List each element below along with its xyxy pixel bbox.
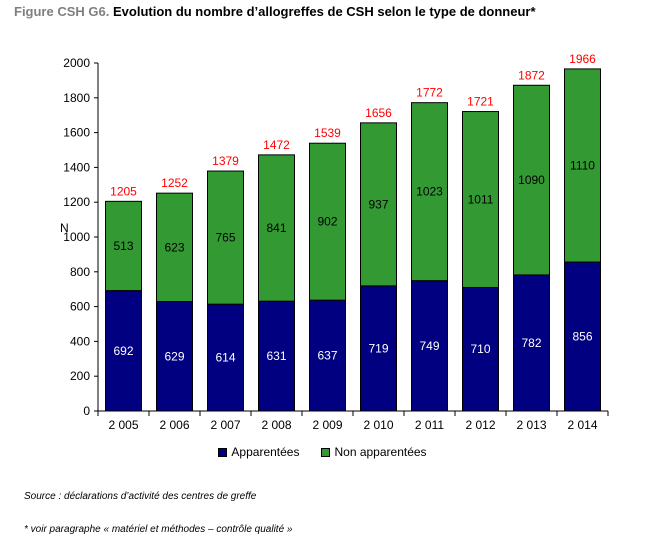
- legend: Apparentées Non apparentées: [0, 445, 645, 459]
- bar-non-apparentees: [156, 192, 193, 303]
- y-axis-label: N: [60, 221, 69, 235]
- x-tick-label: 2 009: [312, 418, 342, 432]
- y-tick-label: 2000: [63, 56, 90, 70]
- data-label-non-apparentees: 841: [266, 221, 286, 235]
- total-label: 1379: [212, 154, 239, 168]
- source-note: Source : déclarations d’activité des cen…: [24, 491, 257, 502]
- total-label: 1721: [467, 95, 494, 109]
- data-label-non-apparentees: 623: [164, 240, 184, 254]
- total-label: 1656: [365, 106, 392, 120]
- data-label-apparentees: 856: [572, 330, 592, 344]
- bar-non-apparentees: [564, 68, 601, 263]
- data-label-apparentees: 710: [470, 342, 490, 356]
- bar-non-apparentees: [360, 122, 397, 287]
- total-label: 1872: [518, 68, 545, 82]
- bar-apparentees: [360, 285, 397, 412]
- data-label-non-apparentees: 902: [317, 215, 337, 229]
- total-label: 1539: [314, 126, 341, 140]
- x-tick-label: 2 005: [108, 418, 138, 432]
- data-label-apparentees: 637: [317, 349, 337, 363]
- total-label: 1966: [569, 52, 596, 66]
- data-label-apparentees: 692: [113, 344, 133, 358]
- total-label: 1772: [416, 86, 443, 100]
- legend-label-apparentees: Apparentées: [231, 445, 300, 459]
- y-tick-label: 0: [83, 404, 90, 418]
- stacked-bar-chart: 0 200 400 600 800 1000 1200 1400 1600 1800 2000 N 69…: [60, 52, 609, 432]
- bar-non-apparentees: [207, 170, 244, 305]
- bar-non-apparentees: [258, 154, 295, 302]
- bar-apparentees: [156, 301, 193, 412]
- legend-swatch-non-apparentees: [321, 447, 331, 457]
- y-tick-label: 600: [70, 300, 90, 314]
- bar-apparentees: [411, 280, 448, 412]
- y-tick-label: 400: [70, 334, 90, 348]
- bar-non-apparentees: [309, 142, 346, 301]
- footnote: * voir paragraphe « matériel et méthodes…: [24, 524, 293, 535]
- x-tick-label: 2 011: [415, 418, 444, 432]
- data-label-apparentees: 719: [368, 341, 388, 355]
- bar-non-apparentees: [105, 200, 142, 292]
- bar-non-apparentees: [513, 84, 550, 276]
- y-tick-label: 800: [70, 265, 90, 279]
- data-label-non-apparentees: 1090: [518, 173, 545, 187]
- bar-apparentees: [309, 299, 346, 412]
- bar-apparentees: [105, 290, 142, 412]
- y-tick-label: 200: [70, 369, 90, 383]
- data-label-non-apparentees: 1023: [416, 185, 443, 199]
- y-tick-label: 1000: [63, 230, 90, 244]
- x-tick-label: 2 013: [516, 418, 546, 432]
- x-tick-label: 2 006: [159, 418, 189, 432]
- bar-apparentees: [258, 300, 295, 412]
- data-label-non-apparentees: 1110: [570, 158, 595, 172]
- x-tick-label: 2 014: [567, 418, 597, 432]
- data-label-apparentees: 749: [419, 339, 439, 353]
- data-label-apparentees: 614: [215, 351, 235, 365]
- x-tick-label: 2 007: [210, 418, 240, 432]
- y-tick-label: 1200: [63, 195, 90, 209]
- legend-label-non-apparentees: Non apparentées: [334, 445, 427, 459]
- data-label-non-apparentees: 1011: [468, 193, 494, 207]
- bar-apparentees: [207, 303, 244, 412]
- total-label: 1252: [161, 176, 188, 190]
- y-tick-label: 1600: [63, 126, 90, 140]
- title-prefix: Figure CSH G6.: [14, 4, 110, 19]
- bar-non-apparentees: [411, 102, 448, 282]
- x-tick-label: 2 010: [363, 418, 393, 432]
- data-label-non-apparentees: 765: [215, 231, 235, 245]
- data-label-apparentees: 782: [521, 336, 541, 350]
- bar-non-apparentees: [462, 111, 499, 288]
- data-label-apparentees: 631: [266, 349, 286, 363]
- title-main: Evolution du nombre d’allogreffes de CSH…: [112, 4, 536, 19]
- legend-swatch-apparentees: [218, 447, 228, 457]
- y-tick-label: 1400: [63, 160, 90, 174]
- legend-item-apparentees: Apparentées: [218, 445, 299, 459]
- x-tick-label: 2 012: [465, 418, 495, 432]
- chart-title: Figure CSH G6. Evolution du nombre d’all…: [14, 4, 536, 19]
- data-label-non-apparentees: 513: [113, 239, 133, 253]
- total-label: 1472: [263, 138, 290, 152]
- x-tick-label: 2 008: [261, 418, 291, 432]
- data-label-non-apparentees: 937: [368, 197, 388, 211]
- legend-item-non-apparentees: Non apparentées: [321, 445, 427, 459]
- data-label-apparentees: 629: [164, 349, 184, 363]
- y-tick-label: 1800: [63, 91, 90, 105]
- total-label: 1205: [110, 184, 137, 198]
